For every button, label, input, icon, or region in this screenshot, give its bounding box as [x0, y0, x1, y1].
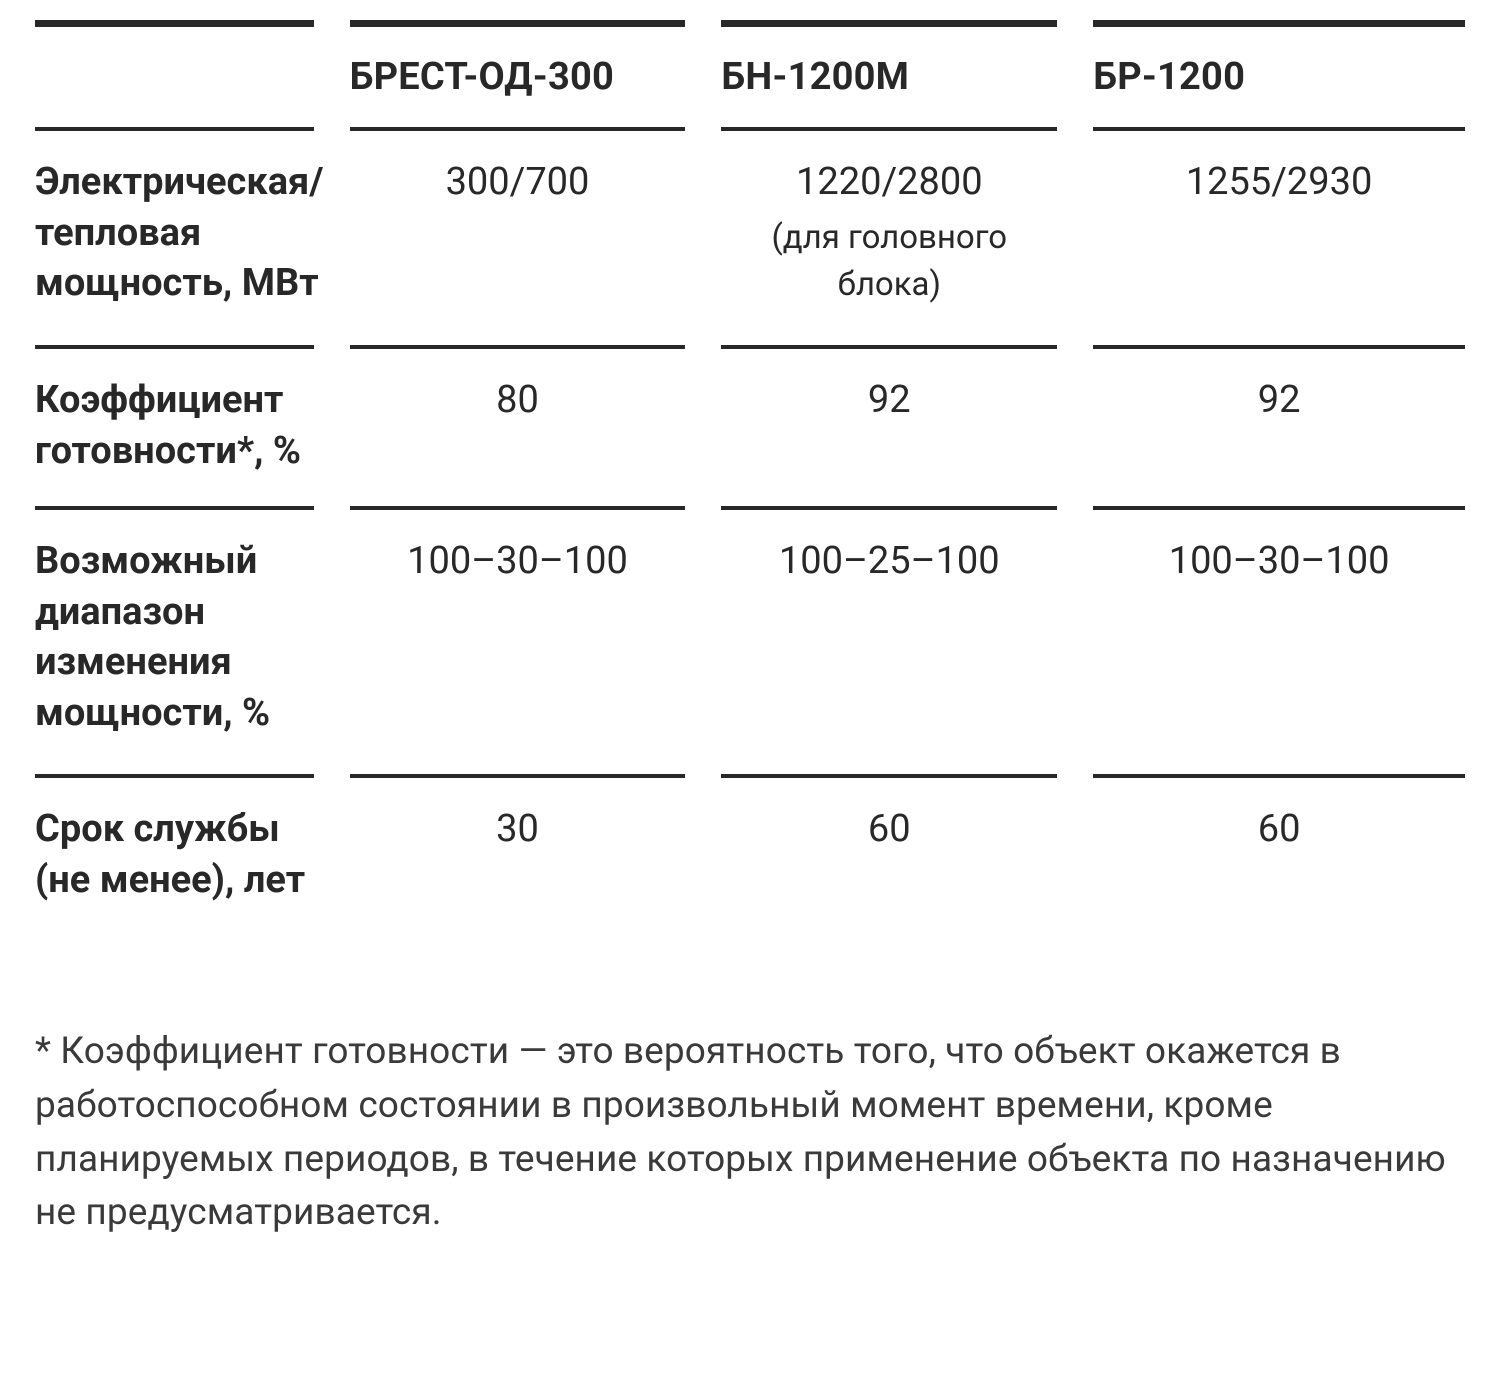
data-value: 100–30–100 — [1169, 539, 1390, 583]
header-blank — [35, 27, 350, 127]
row-label: Коэффициент готовности*, % — [35, 349, 350, 506]
header-col-1: БРЕСТ-ОД-300 — [350, 27, 722, 127]
table-header-row: БРЕСТ-ОД-300 БН-1200М БР-1200 — [35, 27, 1465, 127]
table-row: Электриче­ская/тепловая мощность, МВт 30… — [35, 131, 1465, 345]
rule-thick — [1093, 20, 1465, 27]
row-label: Срок службы (не менее), лет — [35, 778, 350, 935]
data-value: 60 — [868, 807, 911, 851]
data-cell: 80 — [350, 349, 722, 506]
data-value: 1255/2930 — [1186, 160, 1373, 204]
data-subnote: (для головного блока) — [721, 214, 1057, 310]
data-cell: 60 — [1093, 778, 1465, 935]
data-value: 1220/2800 — [796, 160, 983, 204]
row-label: Электриче­ская/тепловая мощность, МВт — [35, 131, 350, 345]
data-cell: 1255/2930 — [1093, 131, 1465, 345]
row-label: Возможный диапазон изменения мощности, % — [35, 510, 350, 774]
data-value: 60 — [1258, 807, 1301, 851]
footnote: * Коэффициент готовности — это вероятнос… — [35, 1025, 1465, 1240]
data-value: 92 — [1258, 378, 1301, 422]
data-value: 92 — [868, 378, 911, 422]
header-col-2: БН-1200М — [721, 27, 1093, 127]
data-value: 100–25–100 — [779, 539, 1000, 583]
data-cell: 60 — [721, 778, 1093, 935]
table-row: Срок службы (не менее), лет 30 60 60 — [35, 778, 1465, 935]
data-value: 300/700 — [446, 160, 590, 204]
rule-thick — [350, 20, 686, 27]
data-cell: 100–25–100 — [721, 510, 1093, 774]
rule-thick — [35, 20, 314, 27]
data-cell: 30 — [350, 778, 722, 935]
data-value: 80 — [496, 378, 539, 422]
data-cell: 92 — [1093, 349, 1465, 506]
data-value: 100–30–100 — [407, 539, 628, 583]
header-col-3: БР-1200 — [1093, 27, 1465, 127]
comparison-table: БРЕСТ-ОД-300 БН-1200М БР-1200 Электриче­… — [35, 20, 1465, 935]
table-row: Возможный диапазон изменения мощности, %… — [35, 510, 1465, 774]
data-cell: 100–30–100 — [1093, 510, 1465, 774]
data-cell: 92 — [721, 349, 1093, 506]
data-cell: 1220/2800 (для головного блока) — [721, 131, 1093, 345]
table-row: Коэффициент готовности*, % 80 92 92 — [35, 349, 1465, 506]
data-value: 30 — [496, 807, 539, 851]
data-cell: 100–30–100 — [350, 510, 722, 774]
rule-thick — [721, 20, 1057, 27]
data-cell: 300/700 — [350, 131, 722, 345]
